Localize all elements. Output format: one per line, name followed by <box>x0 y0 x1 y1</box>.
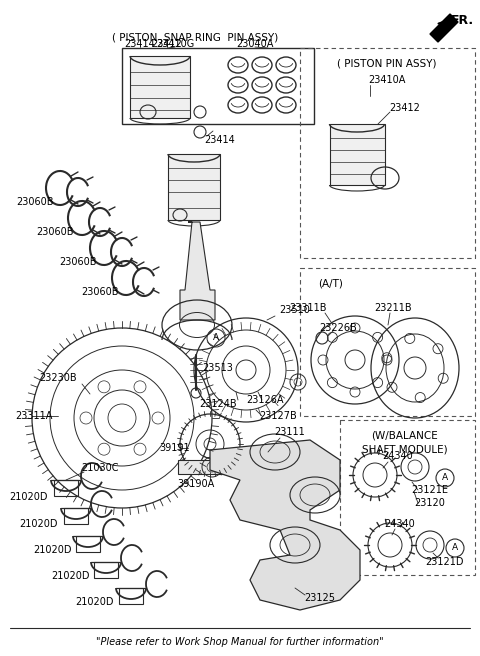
Bar <box>340 420 475 575</box>
Text: 23510: 23510 <box>279 305 311 315</box>
Text: 23412: 23412 <box>390 103 420 113</box>
Polygon shape <box>180 222 215 320</box>
Polygon shape <box>210 440 360 610</box>
Text: A: A <box>452 544 458 552</box>
Text: 21020D: 21020D <box>33 545 71 555</box>
Text: 23311A: 23311A <box>15 411 53 421</box>
Text: ( PISTON PIN ASSY): ( PISTON PIN ASSY) <box>337 59 437 69</box>
Text: 23125: 23125 <box>304 593 336 603</box>
Text: "Please refer to Work Shop Manual for further information": "Please refer to Work Shop Manual for fu… <box>96 637 384 647</box>
Polygon shape <box>330 124 385 185</box>
Text: 23127B: 23127B <box>259 411 297 421</box>
Text: 23410A: 23410A <box>368 75 406 85</box>
Text: A: A <box>442 474 448 483</box>
Text: 23412: 23412 <box>152 39 182 49</box>
Text: 23226B: 23226B <box>319 323 357 333</box>
Text: (W/BALANCE: (W/BALANCE <box>372 431 438 441</box>
Text: 23230B: 23230B <box>39 373 77 383</box>
Bar <box>300 48 475 258</box>
Text: 39190A: 39190A <box>178 479 215 489</box>
Text: 21020D: 21020D <box>9 492 47 502</box>
Bar <box>54 480 78 496</box>
Text: 21020D: 21020D <box>51 571 89 581</box>
Text: 24340: 24340 <box>383 451 413 461</box>
Text: 23414: 23414 <box>125 39 156 49</box>
Text: 23060B: 23060B <box>81 287 119 297</box>
Text: 23060B: 23060B <box>59 257 97 267</box>
Text: 23414: 23414 <box>204 135 235 145</box>
Text: SHAFT MODULE): SHAFT MODULE) <box>362 445 448 455</box>
Text: 23513: 23513 <box>203 363 233 373</box>
Text: 23124B: 23124B <box>199 399 237 409</box>
Bar <box>119 588 143 604</box>
Text: 23111: 23111 <box>275 427 305 437</box>
Bar <box>76 536 100 552</box>
Text: 23121E: 23121E <box>411 485 448 495</box>
Text: 23121D: 23121D <box>426 557 464 567</box>
Polygon shape <box>168 154 220 220</box>
Text: 23060B: 23060B <box>16 197 54 207</box>
Text: ( PISTON  SNAP RING  PIN ASSY): ( PISTON SNAP RING PIN ASSY) <box>112 33 278 43</box>
Text: 23311B: 23311B <box>289 303 327 313</box>
Polygon shape <box>430 14 458 42</box>
Text: 23126A: 23126A <box>246 395 284 405</box>
Bar <box>300 268 475 416</box>
Text: (A/T): (A/T) <box>318 279 343 289</box>
Text: 21030C: 21030C <box>81 463 119 473</box>
Text: FR.: FR. <box>450 14 474 26</box>
Text: 39191: 39191 <box>160 443 190 453</box>
Text: 23060B: 23060B <box>36 227 74 237</box>
Bar <box>122 48 314 124</box>
Text: 23120: 23120 <box>415 498 445 508</box>
Text: 21020D: 21020D <box>75 597 113 607</box>
Bar <box>94 562 118 578</box>
Text: A: A <box>213 333 219 342</box>
Polygon shape <box>178 460 248 474</box>
Text: 23211B: 23211B <box>374 303 412 313</box>
Polygon shape <box>130 56 190 118</box>
Bar <box>64 508 88 524</box>
Text: 24340: 24340 <box>384 519 415 529</box>
Text: 21020D: 21020D <box>19 519 57 529</box>
Text: 23040A: 23040A <box>236 39 274 49</box>
Text: 23410G: 23410G <box>156 39 194 49</box>
